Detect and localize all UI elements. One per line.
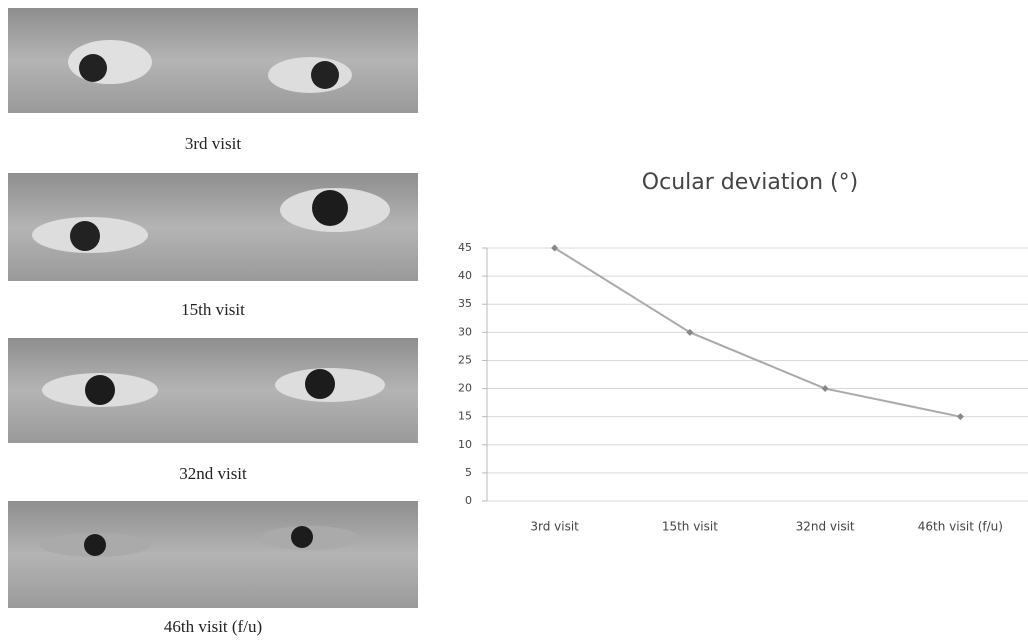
y-tick-label: 45 [458,241,472,254]
photo-caption: 3rd visit [185,134,241,153]
x-tick-label: 46th visit (f/u) [918,520,1003,534]
x-tick-label: 32nd visit [796,520,855,534]
chart-title: Ocular deviation (°) [642,170,858,195]
y-tick-label: 40 [458,269,472,282]
x-tick-label: 15th visit [662,520,718,534]
photo [8,8,418,113]
photo-caption: 32nd visit [179,464,247,483]
photo-caption: 15th visit [181,300,245,319]
photo [8,338,418,443]
photo [8,501,418,608]
y-tick-label: 5 [465,466,472,479]
marker [957,413,964,420]
x-tick-label: 3rd visit [530,520,579,534]
y-tick-label: 20 [458,382,472,395]
y-tick-label: 25 [458,353,472,366]
y-tick-label: 15 [458,410,472,423]
y-tick-label: 0 [465,494,472,507]
photo-caption: 46th visit (f/u) [164,617,262,636]
photo [8,173,418,281]
marker [822,385,829,392]
y-tick-label: 35 [458,297,472,310]
y-tick-label: 30 [458,325,472,338]
figure: 3rd visit 15th visit 32nd visit 46th vis… [0,0,1028,642]
y-tick-label: 10 [458,438,472,451]
